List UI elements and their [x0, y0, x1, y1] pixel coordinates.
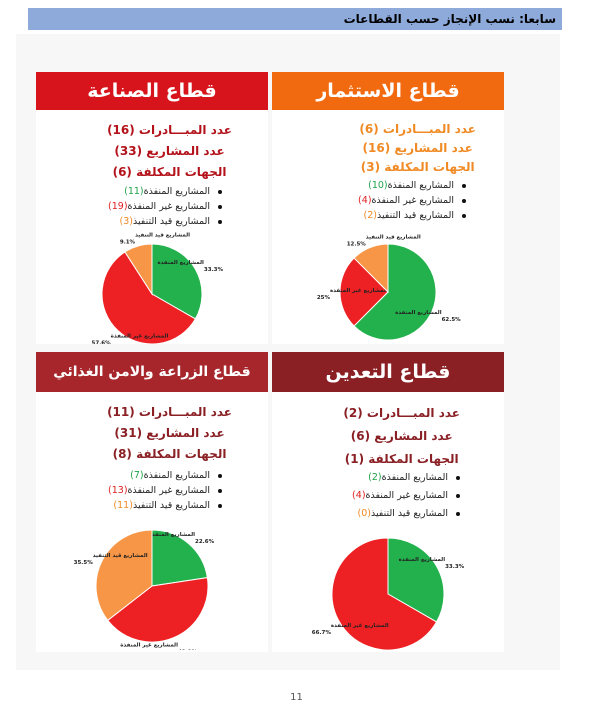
slice-percent-label: 62.5%: [442, 317, 462, 323]
list-item: المشاريع قيد التنفيذ(3): [108, 214, 222, 229]
list-item: المشاريع قيد التنفيذ(11): [108, 498, 222, 513]
slice-percent-label: 57.6%: [92, 340, 112, 344]
list-item: المشاريع غير المنفذة(13): [108, 483, 222, 498]
slice-percent-label: 9.1%: [120, 239, 136, 245]
agriculture-initiatives: عدد المبـــادرات (11): [107, 405, 232, 419]
bullet-icon: [456, 493, 460, 498]
agriculture-projects: عدد المشاريع (31): [114, 426, 225, 440]
list-item: المشاريع المنفذة(11): [108, 184, 222, 199]
industry-initiatives: عدد المبـــادرات (16): [107, 123, 232, 137]
bullet-icon: [462, 213, 466, 218]
page-number: 11: [290, 692, 303, 703]
slice-label: المشاريع غير المنفذة: [330, 288, 388, 294]
bullet-icon: [218, 473, 222, 478]
panel-title-mining: قطاع التعدين: [272, 352, 504, 392]
pie-slice: [387, 537, 445, 623]
pie-slice: [95, 529, 153, 622]
panel-title-agriculture: قطاع الزراعة والامن الغذائي: [36, 352, 268, 392]
bullet-icon: [456, 475, 460, 480]
list-item: المشاريع المنفذة(10): [358, 178, 466, 193]
mining-initiatives: عدد المبـــادرات (2): [343, 406, 460, 420]
agriculture-stats: عدد المبـــادرات (11) عدد المشاريع (31) …: [107, 402, 232, 465]
slice-percent-label: 22.6%: [195, 539, 215, 545]
pie-slice: [353, 243, 437, 341]
slice-label: المشاريع قيد التنفيذ: [135, 232, 190, 238]
slice-percent-label: 35.5%: [74, 560, 94, 566]
pie-slice: [331, 537, 438, 651]
slice-percent-label: 66.7%: [312, 630, 332, 636]
bullet-icon: [218, 503, 222, 508]
bullet-icon: [218, 219, 222, 224]
mining-entities: الجهات المكلفة (1): [344, 452, 459, 466]
investment-projects: عدد المشاريع (16): [362, 141, 473, 155]
pie-slice: [151, 529, 208, 587]
list-item: المشاريع المنفذة(7): [108, 468, 222, 483]
slice-label: المشاريع المنفذة: [395, 310, 442, 316]
pie-slice: [353, 243, 389, 294]
list-item: المشاريع غير المنفذة(4): [358, 193, 466, 208]
investment-initiatives: عدد المبـــادرات (6): [359, 122, 476, 136]
panel-investment: قطاع الاستثمار عدد المبـــادرات (6) عدد …: [272, 72, 504, 344]
bullet-icon: [218, 204, 222, 209]
pie-slice: [101, 251, 197, 344]
panel-title-investment: قطاع الاستثمار: [272, 72, 504, 110]
investment-bullets: المشاريع المنفذة(10) المشاريع غير المنفذ…: [358, 178, 466, 223]
slice-label: المشاريع قيد التنفيذ: [366, 234, 421, 240]
bullet-icon: [462, 183, 466, 188]
slice-label: المشاريع غير المنفذة: [120, 643, 178, 649]
industry-entities: الجهات المكلفة (6): [112, 165, 227, 179]
industry-projects: عدد المشاريع (33): [114, 144, 225, 158]
list-item: المشاريع قيد التنفيذ(0): [352, 506, 460, 524]
investment-entities: الجهات المكلفة (3): [360, 160, 475, 174]
infographic-canvas: قطاع الاستثمار عدد المبـــادرات (6) عدد …: [16, 34, 560, 670]
pie-slice: [151, 243, 203, 320]
slice-label: المشاريع المنفذة: [399, 557, 446, 563]
slice-percent-label: 33.3%: [445, 564, 465, 570]
agriculture-entities: الجهات المكلفة (8): [112, 447, 227, 461]
pie-slice: [124, 243, 153, 296]
investment-stats: عدد المبـــادرات (6) عدد المشاريع (16) ا…: [359, 120, 476, 177]
slice-percent-label: 25%: [317, 295, 331, 301]
industry-stats: عدد المبـــادرات (16) عدد المشاريع (33) …: [107, 120, 232, 183]
slice-percent-label: 12.5%: [347, 241, 367, 247]
panel-mining: قطاع التعدين عدد المبـــادرات (2) عدد ال…: [272, 352, 504, 652]
agriculture-bullets: المشاريع المنفذة(7) المشاريع غير المنفذة…: [108, 468, 222, 513]
pie-slice: [339, 257, 389, 327]
pie-slice: [107, 577, 209, 643]
bullet-icon: [218, 488, 222, 493]
panel-title-industry: قطاع الصناعة: [36, 72, 268, 110]
section-header: سابعا: نسب الإنجاز حسب القطاعات: [28, 8, 562, 30]
bullet-icon: [218, 189, 222, 194]
list-item: المشاريع غير المنفذة(4): [352, 488, 460, 506]
slice-label: المشاريع قيد التنفيذ: [93, 553, 148, 559]
mining-bullets: المشاريع المنفذة(2) المشاريع غير المنفذة…: [352, 470, 460, 524]
mining-projects: عدد المشاريع (6): [350, 429, 453, 443]
slice-label: المشاريع غير المنفذة: [111, 333, 169, 339]
slice-label: المشاريع المنفذة: [157, 260, 204, 266]
slice-label: المشاريع غير المنفذة: [331, 623, 389, 629]
list-item: المشاريع قيد التنفيذ(2): [358, 208, 466, 223]
bullet-icon: [462, 198, 466, 203]
mining-stats: عدد المبـــادرات (2) عدد المشاريع (6) ال…: [343, 402, 460, 471]
list-item: المشاريع غير المنفذة(19): [108, 199, 222, 214]
panel-industry: قطاع الصناعة عدد المبـــادرات (16) عدد ا…: [36, 72, 268, 344]
bullet-icon: [456, 511, 460, 516]
slice-percent-label: 33.3%: [204, 267, 224, 273]
slice-label: المشاريع المنفذة: [149, 532, 196, 538]
industry-bullets: المشاريع المنفذة(11) المشاريع غير المنفذ…: [108, 184, 222, 229]
panel-agriculture: قطاع الزراعة والامن الغذائي عدد المبـــا…: [36, 352, 268, 652]
list-item: المشاريع المنفذة(2): [352, 470, 460, 488]
